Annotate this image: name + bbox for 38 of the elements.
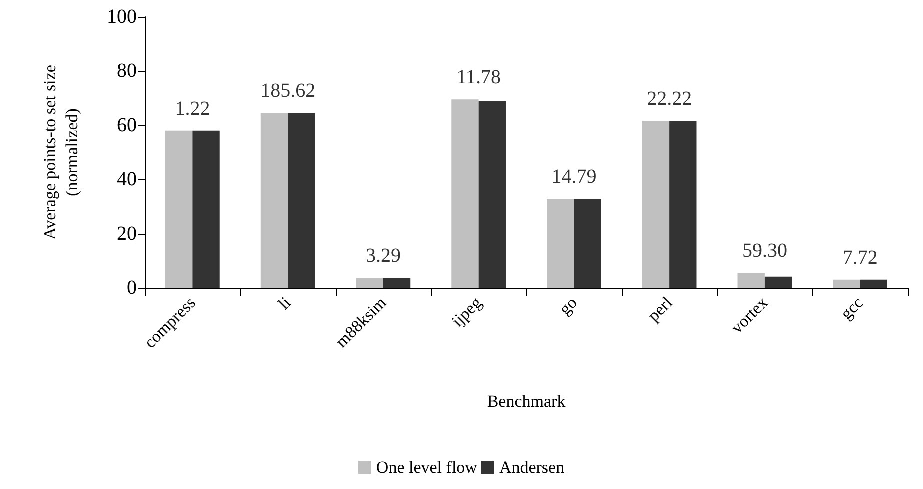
bar — [260, 113, 288, 288]
bar — [166, 130, 193, 288]
bar — [288, 113, 316, 288]
y-tick-label: 80 — [117, 60, 137, 82]
annotation: 3.29 — [366, 244, 401, 267]
annotation: 7.72 — [842, 246, 878, 269]
x-tick-label: perl — [644, 293, 676, 326]
y-tick-label: 60 — [117, 114, 137, 136]
x-tick-label: go — [555, 293, 581, 319]
bar — [670, 121, 697, 288]
legend-label: One level flow — [376, 458, 478, 477]
x-axis-title: Benchmark — [487, 392, 566, 411]
bar — [547, 199, 574, 288]
y-tick-label: 0 — [127, 277, 137, 299]
bar — [764, 276, 792, 288]
bar — [478, 101, 506, 288]
bar — [192, 130, 220, 288]
annotation: 59.30 — [742, 240, 788, 262]
annotation: 22.22 — [647, 88, 692, 110]
x-tick-label: gcc — [836, 292, 868, 324]
bar — [833, 280, 860, 288]
y-tick-label: 40 — [117, 168, 137, 191]
legend-label: Andersen — [499, 458, 566, 477]
bar — [574, 199, 602, 288]
annotation: 185.62 — [260, 80, 316, 102]
y-axis-title: Average points-to set size (normalized) — [40, 65, 82, 240]
bar — [356, 278, 384, 288]
bar — [738, 273, 765, 288]
y-tick-label: 100 — [107, 6, 137, 28]
bar — [860, 280, 888, 288]
bar — [642, 121, 670, 288]
bar — [383, 278, 411, 288]
x-tick-label: li — [274, 293, 295, 314]
y-tick-label: 20 — [117, 222, 137, 245]
annotation: 11.78 — [456, 66, 501, 89]
bar — [452, 100, 479, 288]
annotation: 1.22 — [175, 98, 210, 120]
annotation: 14.79 — [552, 166, 597, 188]
